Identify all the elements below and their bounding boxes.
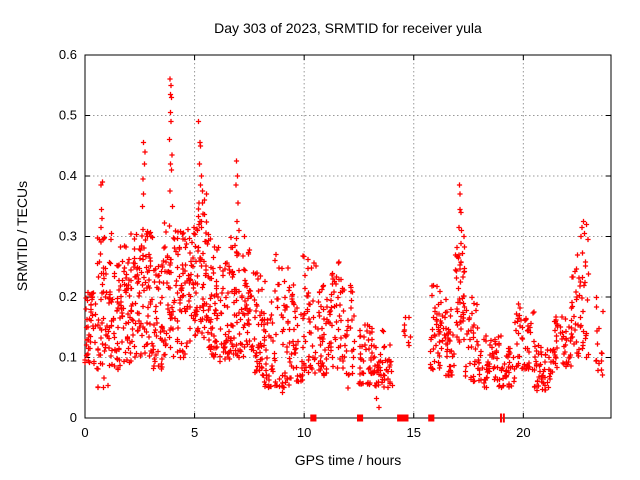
plot-border	[84, 54, 612, 419]
y-tick-label: 0.1	[59, 350, 77, 365]
y-tick-label: 0.3	[59, 229, 77, 244]
scatter-points	[82, 76, 606, 411]
axis-marker-square	[310, 414, 317, 422]
x-tick-label: 15	[407, 425, 421, 440]
axis-marker-bar	[499, 413, 502, 423]
x-tick-label: 5	[191, 425, 198, 440]
y-tick-label: 0.2	[59, 289, 77, 304]
chart-title: Day 303 of 2023, SRMTID for receiver yul…	[214, 20, 482, 36]
y-tick-label: 0.6	[59, 47, 77, 62]
y-tick-label: 0.4	[59, 168, 77, 183]
axis-marker-bar	[502, 413, 505, 423]
x-tick-label: 20	[516, 425, 530, 440]
x-tick-label: 10	[297, 425, 311, 440]
y-axis-label: SRMTID / TECUs	[14, 180, 30, 292]
axis-marker-square	[356, 414, 364, 422]
x-tick-label: 0	[81, 425, 88, 440]
axis-marker-square	[428, 414, 435, 422]
y-tick-label: 0.5	[59, 108, 77, 123]
axis-marker-square	[397, 414, 409, 422]
y-tick-label: 0	[70, 410, 77, 425]
x-axis-label: GPS time / hours	[294, 452, 402, 468]
